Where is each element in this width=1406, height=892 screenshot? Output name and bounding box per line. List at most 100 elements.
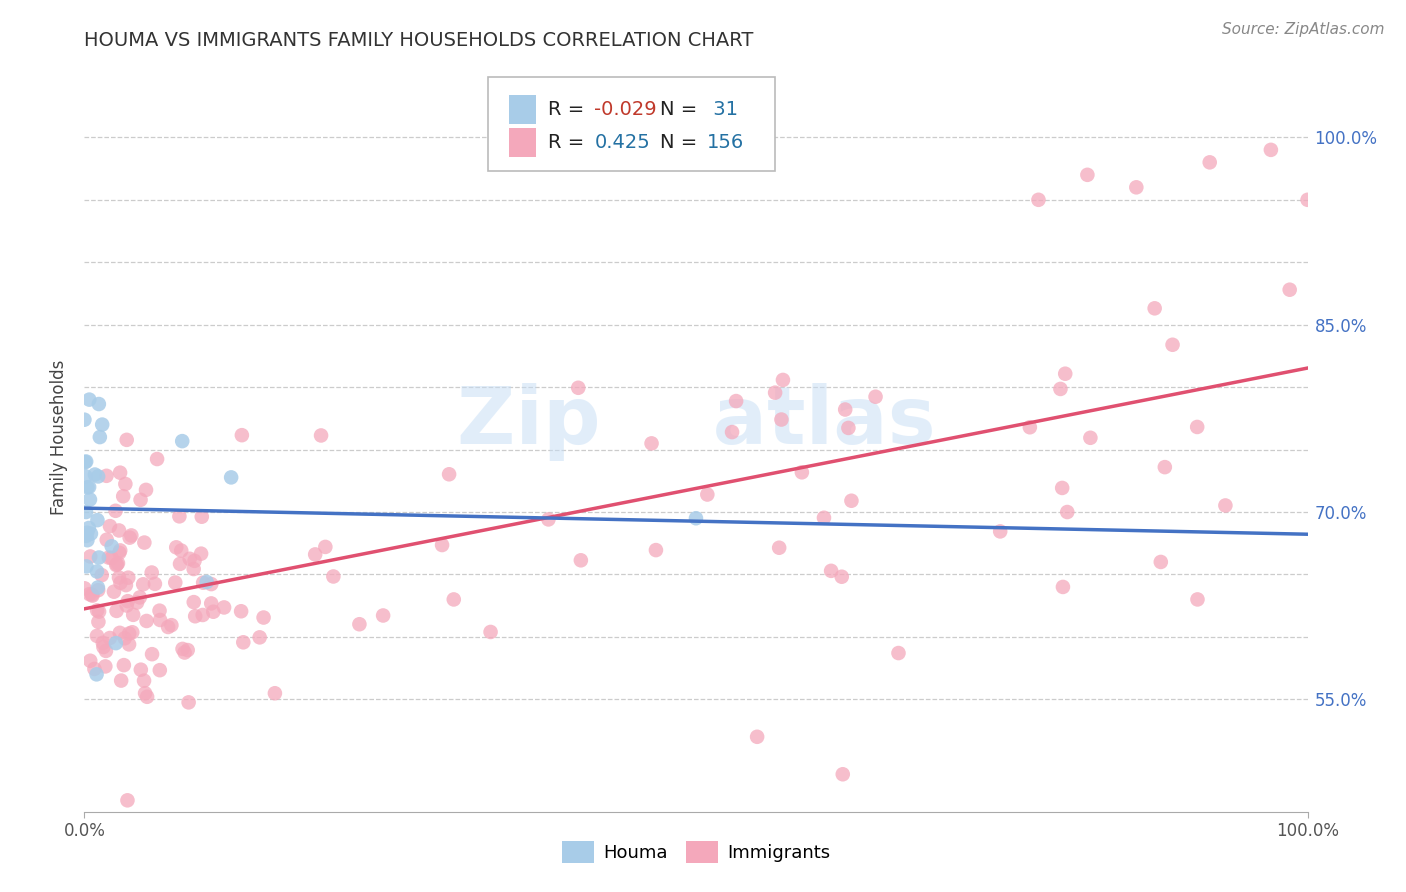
Point <box>1150 555 1173 569</box>
Point <box>169 557 191 571</box>
Legend: Houma, Immigrants: Houma, Immigrants <box>554 834 838 870</box>
Point <box>118 531 141 545</box>
Point <box>179 551 201 566</box>
Point <box>73 413 96 427</box>
Point <box>79 392 101 407</box>
Point <box>148 604 170 618</box>
Point <box>125 596 148 610</box>
Point <box>725 394 748 409</box>
Point <box>1080 431 1102 445</box>
Point <box>77 521 100 535</box>
Point <box>1161 338 1184 352</box>
Point <box>75 469 97 483</box>
Point <box>443 592 465 607</box>
Point <box>114 477 136 491</box>
Point <box>252 610 274 624</box>
Point <box>114 632 136 646</box>
Point <box>696 487 718 501</box>
Point <box>772 373 794 387</box>
Point <box>76 525 98 540</box>
Point <box>1052 580 1074 594</box>
Point <box>314 540 336 554</box>
Text: 31: 31 <box>707 100 738 120</box>
Point <box>96 468 118 483</box>
Point <box>190 547 212 561</box>
Point <box>232 635 254 649</box>
Point <box>1125 180 1147 194</box>
Point <box>87 605 110 619</box>
Point <box>91 417 114 432</box>
Point <box>129 663 152 677</box>
Point <box>110 575 132 590</box>
Point <box>172 641 194 656</box>
Point <box>1185 420 1208 434</box>
Text: R =: R = <box>548 133 585 153</box>
Point <box>1050 481 1073 495</box>
Point <box>249 631 271 645</box>
Text: R =: R = <box>548 100 585 120</box>
Point <box>87 397 110 411</box>
Text: N =: N = <box>661 133 697 153</box>
Point <box>103 584 125 599</box>
Point <box>685 511 707 525</box>
Point <box>172 434 194 449</box>
Text: Source: ZipAtlas.com: Source: ZipAtlas.com <box>1222 22 1385 37</box>
Point <box>177 695 200 709</box>
FancyBboxPatch shape <box>509 95 536 124</box>
Point <box>191 575 214 590</box>
Point <box>371 608 394 623</box>
Point <box>105 558 128 572</box>
Point <box>135 483 157 497</box>
Point <box>75 455 97 469</box>
Point <box>108 524 131 538</box>
Point <box>117 571 139 585</box>
Point <box>75 505 97 519</box>
Point <box>191 607 214 622</box>
Point <box>104 636 127 650</box>
Point <box>98 519 121 533</box>
Point <box>91 636 114 650</box>
Point <box>83 662 105 676</box>
Point <box>87 583 110 598</box>
Text: -0.029: -0.029 <box>595 100 657 120</box>
Point <box>437 467 460 482</box>
Point <box>1260 143 1282 157</box>
Point <box>813 510 835 524</box>
Point <box>887 646 910 660</box>
Point <box>75 454 97 468</box>
Point <box>129 492 152 507</box>
Point <box>1049 382 1071 396</box>
Point <box>143 577 166 591</box>
Point <box>479 624 502 639</box>
Y-axis label: Family Households: Family Households <box>51 359 69 515</box>
Point <box>183 562 205 576</box>
Point <box>87 581 110 595</box>
Point <box>80 588 103 602</box>
Point <box>219 470 242 484</box>
Point <box>1018 420 1040 434</box>
Point <box>128 591 150 605</box>
Point <box>229 604 252 618</box>
Point <box>98 631 121 645</box>
Point <box>349 617 371 632</box>
Point <box>112 658 135 673</box>
Point <box>108 466 131 480</box>
Point <box>86 667 108 681</box>
Point <box>165 541 187 555</box>
Point <box>1028 193 1050 207</box>
Point <box>183 595 205 609</box>
Point <box>108 546 131 560</box>
Point <box>118 637 141 651</box>
Point <box>202 605 225 619</box>
Point <box>76 533 98 548</box>
Point <box>120 528 142 542</box>
Point <box>90 568 112 582</box>
Point <box>79 492 101 507</box>
Point <box>157 620 180 634</box>
Text: 0.425: 0.425 <box>595 133 650 153</box>
Point <box>165 575 187 590</box>
Point <box>1076 168 1098 182</box>
FancyBboxPatch shape <box>509 128 536 157</box>
Point <box>118 626 141 640</box>
Point <box>121 625 143 640</box>
